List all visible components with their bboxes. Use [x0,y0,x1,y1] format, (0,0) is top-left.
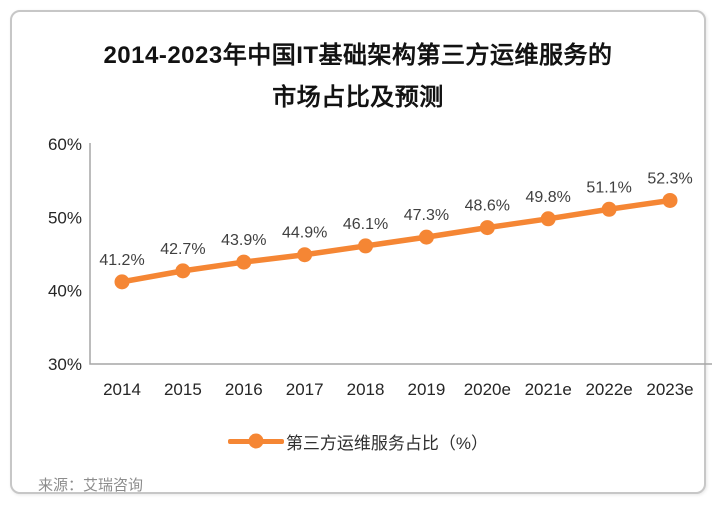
data-point [540,211,556,227]
x-tick-label: 2020e [464,380,511,399]
data-point [175,263,191,279]
data-label: 44.9% [282,225,327,242]
x-tick-label: 2023e [646,380,693,399]
data-point [418,229,434,245]
chart-title-line2: 市场占比及预测 [272,84,444,111]
data-label: 42.7% [160,241,205,258]
series-line [121,197,671,285]
x-tick-label: 2017 [286,380,324,399]
data-point [662,192,678,208]
data-label: 46.1% [343,216,388,233]
data-label: 49.8% [526,189,571,206]
line-chart: 60% 50% 40% 30% 2014 2015 2016 2017 2018 2019 2020… [48,135,712,399]
data-point [236,254,252,270]
y-tick-label: 50% [48,208,82,227]
data-point [358,238,374,254]
data-point [601,201,617,217]
x-tick-label: 2015 [164,380,202,399]
x-tick-label: 2018 [347,380,385,399]
legend-line-marker-icon [227,433,284,449]
x-tick-label: 2016 [225,380,263,399]
legend: 第三方运维服务占比（%） [12,430,704,453]
data-point [479,220,495,236]
source-note: 来源：艾瑞咨询 [38,477,144,494]
chart-card: 2014-2023年中国IT基础架构第三方运维服务的 市场占比及预测 60% 50… [10,10,712,494]
data-point [114,274,130,290]
axes [89,143,712,365]
data-point [297,247,313,263]
x-tick-label: 2019 [408,380,446,399]
x-tick-label: 2022e [585,380,632,399]
legend-dot-marker-icon [248,433,264,449]
y-tick-label: 60% [48,135,82,154]
y-tick-label: 30% [48,355,82,374]
data-label: 43.9% [221,232,266,249]
legend-label: 第三方运维服务占比（%） [285,433,489,453]
y-tick-label: 40% [48,282,82,301]
data-label: 48.6% [465,198,510,215]
data-label: 52.3% [647,170,692,187]
chart-title-line1: 2014-2023年中国IT基础架构第三方运维服务的 [103,42,613,69]
chart-title: 2014-2023年中国IT基础架构第三方运维服务的 市场占比及预测 [12,35,704,119]
x-tick-label: 2021e [525,380,572,399]
data-label: 51.1% [586,179,631,196]
x-tick-label: 2014 [103,380,141,399]
data-label: 41.2% [99,252,144,269]
data-label: 47.3% [404,207,449,224]
